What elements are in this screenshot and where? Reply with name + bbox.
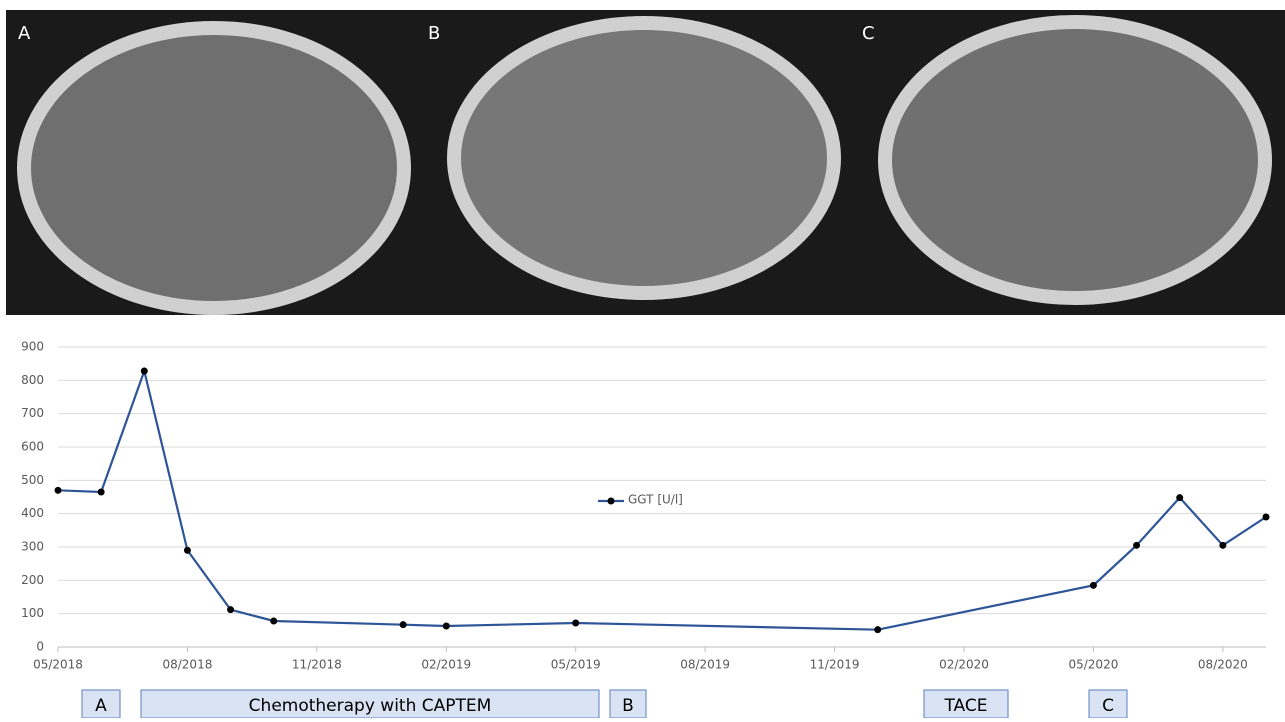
data-point	[184, 547, 191, 554]
figure: A B C 0 100 200 300 400 500 600 700 800 900 05/201…	[0, 0, 1285, 718]
data-point	[1133, 542, 1140, 549]
x-tick-label: 05/2019	[551, 658, 601, 672]
data-point	[141, 368, 148, 375]
timeline-label: A	[95, 696, 107, 716]
y-tick-label: 400	[21, 506, 44, 520]
y-tick-label: 900	[21, 340, 44, 354]
y-tick-label: 0	[36, 640, 44, 654]
mri-body	[885, 22, 1265, 298]
y-tick-label: 800	[21, 373, 44, 387]
data-point	[1219, 542, 1226, 549]
data-point	[55, 487, 62, 494]
data-point	[874, 626, 881, 633]
x-tick-label: 11/2019	[810, 658, 860, 672]
x-tick-label: 08/2019	[680, 658, 730, 672]
x-tick-label: 08/2020	[1198, 658, 1248, 672]
data-point	[227, 606, 234, 613]
panel-label: B	[428, 23, 440, 44]
x-tick-label: 11/2018	[292, 658, 342, 672]
y-tick-label: 500	[21, 473, 44, 487]
data-point	[1176, 494, 1183, 501]
data-point	[572, 620, 579, 627]
data-point	[270, 618, 277, 625]
data-point	[1263, 514, 1270, 521]
x-tick-label: 05/2020	[1068, 658, 1118, 672]
mri-body	[24, 28, 404, 308]
x-tick-label: 02/2019	[421, 658, 471, 672]
timeline-label: C	[1102, 696, 1114, 716]
timeline-label: TACE	[943, 696, 987, 716]
mri-panels: A B C	[6, 10, 1285, 315]
panel-label: C	[862, 23, 875, 44]
timeline-label: B	[622, 696, 634, 716]
y-tick-label: 100	[21, 606, 44, 620]
mri-body	[454, 23, 834, 293]
legend-label: GGT [U/l]	[628, 493, 683, 507]
data-point	[400, 621, 407, 628]
x-tick-label: 05/2018	[33, 658, 83, 672]
timeline-label: Chemotherapy with CAPTEM	[249, 696, 492, 716]
x-tick-label: 02/2020	[939, 658, 989, 672]
y-tick-label: 300	[21, 540, 44, 554]
y-tick-label: 600	[21, 440, 44, 454]
legend-marker	[608, 498, 615, 505]
y-tick-label: 700	[21, 406, 44, 420]
y-tick-label: 200	[21, 573, 44, 587]
panel-label: A	[18, 23, 31, 44]
data-point	[1090, 582, 1097, 589]
data-point	[443, 623, 450, 630]
data-point	[98, 489, 105, 496]
x-tick-label: 08/2018	[162, 658, 212, 672]
